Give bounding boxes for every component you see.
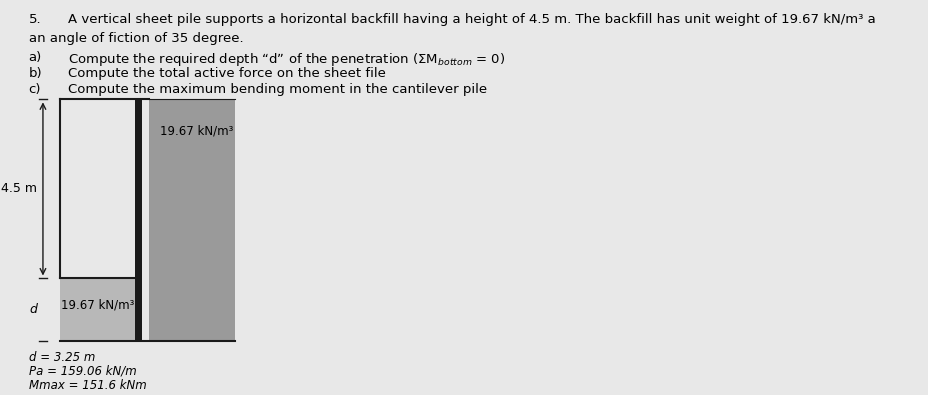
Text: Compute the required depth “d” of the penetration (ΣM$_{{bottom}}$ = 0): Compute the required depth “d” of the pe… xyxy=(68,51,505,68)
Text: d: d xyxy=(29,303,37,316)
Text: Compute the total active force on the sheet file: Compute the total active force on the sh… xyxy=(68,67,385,80)
Bar xyxy=(135,100,142,341)
Text: Mmax = 151.6 kNm: Mmax = 151.6 kNm xyxy=(29,379,147,392)
Text: a): a) xyxy=(29,51,42,64)
Bar xyxy=(149,100,235,278)
Text: an angle of fiction of 35 degree.: an angle of fiction of 35 degree. xyxy=(29,32,243,45)
Text: 19.67 kN/m³: 19.67 kN/m³ xyxy=(160,125,233,138)
Bar xyxy=(149,278,235,341)
Text: b): b) xyxy=(29,67,43,80)
Text: 19.67 kN/m³: 19.67 kN/m³ xyxy=(60,299,134,312)
Text: 5.: 5. xyxy=(29,13,42,26)
Text: Pa = 159.06 kN/m: Pa = 159.06 kN/m xyxy=(29,365,136,378)
Text: 4.5 m: 4.5 m xyxy=(1,182,37,196)
Text: A vertical sheet pile supports a horizontal backfill having a height of 4.5 m. T: A vertical sheet pile supports a horizon… xyxy=(68,13,875,26)
Text: d = 3.25 m: d = 3.25 m xyxy=(29,351,95,364)
Text: c): c) xyxy=(29,83,41,96)
Text: Compute the maximum bending moment in the cantilever pile: Compute the maximum bending moment in th… xyxy=(68,83,486,96)
Bar xyxy=(59,278,135,341)
